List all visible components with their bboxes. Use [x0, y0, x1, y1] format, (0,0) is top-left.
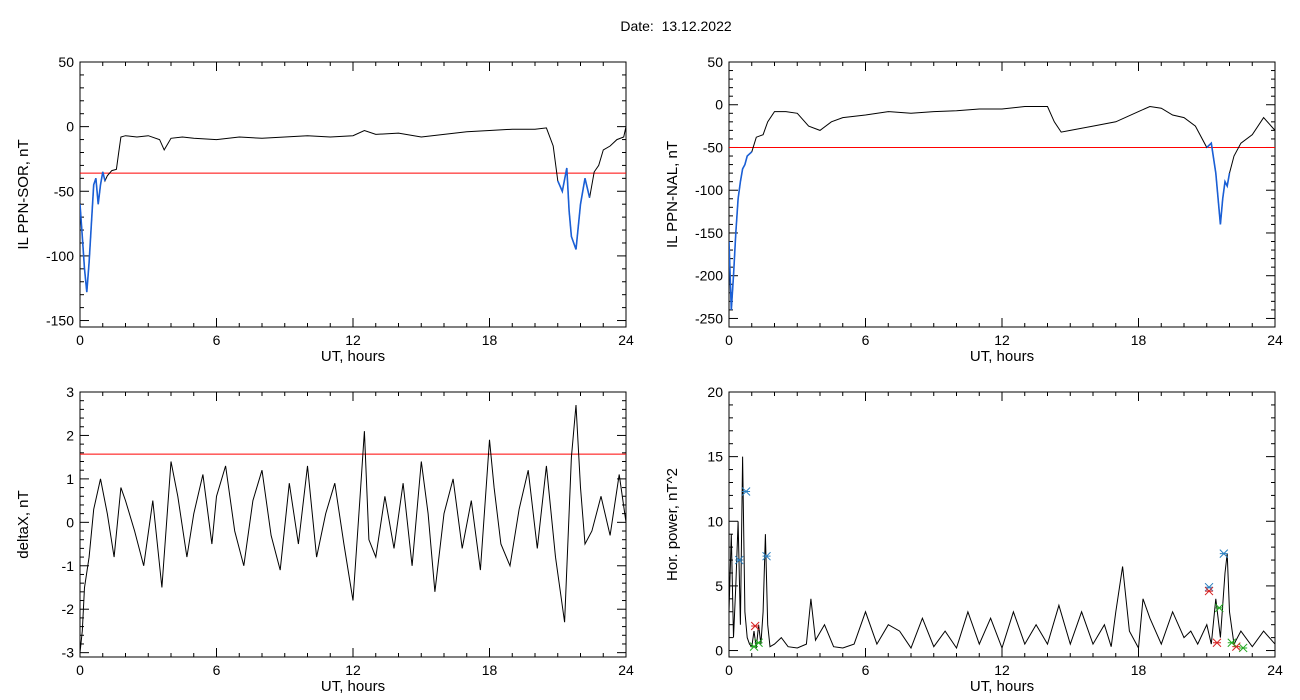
y-axis-label: deltaX, nT — [15, 490, 32, 558]
y-tick-label: 1 — [66, 471, 74, 487]
green-marker — [754, 638, 763, 648]
red-marker — [1212, 638, 1222, 648]
x-axis-label: UT, hours — [970, 348, 1034, 365]
y-tick-label: 10 — [707, 513, 723, 529]
y-axis-label: IL PPN-SOR, nT — [15, 139, 32, 249]
y-tick-label: -2 — [62, 601, 75, 617]
x-tick-label: 0 — [725, 332, 733, 348]
x-tick-label: 18 — [1131, 662, 1147, 678]
plot-area — [80, 404, 626, 653]
y-tick-label: 5 — [715, 578, 723, 594]
y-tick-label: 50 — [58, 54, 74, 70]
chart-panel-1: 0 6 12 18 24 -150 -100 -50 0 50 UT, hours IL PPN-SO… — [15, 54, 634, 365]
plot-area — [729, 456, 1275, 653]
green-marker — [1214, 603, 1224, 613]
x-tick-label: 12 — [994, 662, 1010, 678]
highlight-segment-line — [557, 167, 591, 250]
y-tick-label: 0 — [66, 119, 74, 135]
x-tick-label: 12 — [345, 332, 361, 348]
x-tick-label: 18 — [482, 332, 498, 348]
x-tick-label: 24 — [1267, 662, 1283, 678]
y-tick-label: -150 — [46, 313, 74, 329]
y-tick-label: 0 — [66, 514, 74, 530]
x-tick-label: 12 — [994, 332, 1010, 348]
y-tick-label: -200 — [695, 268, 723, 284]
x-tick-label: 0 — [76, 332, 84, 348]
x-axis-label: UT, hours — [970, 678, 1034, 695]
x-axis-label: UT, hours — [321, 678, 385, 695]
y-tick-label: 0 — [715, 97, 723, 113]
x-tick-label: 24 — [1267, 332, 1283, 348]
data-series-line — [729, 105, 1275, 310]
plot-frame — [79, 391, 627, 658]
highlight-segment-line — [1206, 141, 1231, 225]
red-marker — [1204, 586, 1214, 596]
y-axis-label: Hor. power, nT^2 — [664, 468, 681, 581]
x-tick-label: 6 — [862, 332, 870, 348]
y-tick-label: -50 — [703, 139, 723, 155]
x-tick-label: 24 — [618, 332, 634, 348]
y-tick-label: -3 — [62, 645, 75, 661]
blue-marker — [762, 551, 771, 561]
x-tick-label: 6 — [213, 332, 221, 348]
x-tick-label: 24 — [618, 662, 634, 678]
x-tick-label: 6 — [862, 662, 870, 678]
y-tick-label: 3 — [66, 384, 74, 400]
x-axis-label: UT, hours — [321, 348, 385, 365]
data-series-line — [80, 404, 626, 653]
blue-marker — [741, 487, 751, 496]
plot-frame — [728, 61, 1276, 328]
y-tick-label: -150 — [695, 225, 723, 241]
x-tick-label: 18 — [482, 662, 498, 678]
highlight-segment-line — [729, 151, 753, 310]
chart-panel-4: 0 6 12 18 24 0 5 10 15 20 UT, hours Hor. power, nT^… — [664, 384, 1283, 695]
blue-marker — [1219, 549, 1229, 558]
y-tick-label: 15 — [707, 449, 723, 465]
y-tick-label: -50 — [54, 183, 74, 199]
y-tick-label: 50 — [707, 54, 723, 70]
x-tick-label: 18 — [1131, 332, 1147, 348]
green-marker — [1227, 638, 1237, 648]
page-title: Date: 13.12.2022 — [620, 18, 732, 34]
plot-area — [80, 126, 626, 293]
plot-area — [729, 105, 1275, 310]
data-series-line — [80, 126, 626, 293]
y-tick-label: -100 — [695, 182, 723, 198]
x-tick-label: 6 — [213, 662, 221, 678]
y-tick-label: -1 — [62, 558, 75, 574]
x-tick-label: 12 — [345, 662, 361, 678]
plot-frame — [728, 391, 1276, 658]
y-tick-label: 0 — [715, 643, 723, 659]
y-tick-label: 2 — [66, 427, 74, 443]
chart-panel-2: 0 6 12 18 24 -250 -200 -150 -100 -50 0 50 UT, hours I… — [664, 54, 1283, 365]
y-axis-label: IL PPN-NAL, nT — [664, 141, 681, 248]
plot-frame — [79, 61, 627, 328]
y-tick-label: -250 — [695, 310, 723, 326]
highlight-segment-line — [80, 171, 106, 293]
blue-marker — [1204, 582, 1214, 592]
x-tick-label: 0 — [76, 662, 84, 678]
y-tick-label: -100 — [46, 248, 74, 264]
x-tick-label: 0 — [725, 662, 733, 678]
red-marker — [750, 621, 760, 631]
blue-marker — [734, 555, 744, 565]
green-marker — [1238, 643, 1248, 653]
y-tick-label: 20 — [707, 384, 723, 400]
data-series-line — [729, 456, 1275, 650]
